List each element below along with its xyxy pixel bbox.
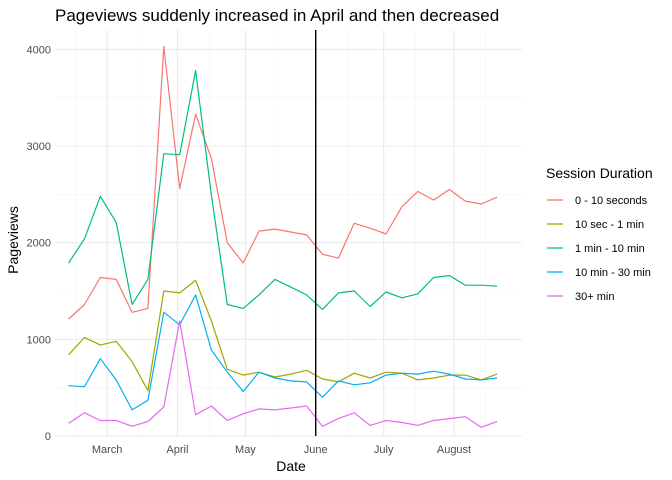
series-line-1: [68, 45, 498, 320]
series-lines: [68, 45, 498, 428]
series-line-5: [68, 320, 498, 428]
x-axis-ticks: March April May June July August: [92, 444, 471, 456]
x-tick-label: March: [92, 444, 123, 456]
y-tick-label: 4000: [27, 44, 51, 56]
y-tick-label: 3000: [27, 141, 51, 153]
legend-item: 30+ min: [547, 291, 614, 303]
x-tick-label: April: [166, 444, 188, 456]
legend-item: 0 - 10 seconds: [547, 195, 648, 207]
legend-items: 0 - 10 seconds 10 sec - 1 min 1 min - 10 m…: [547, 195, 651, 303]
legend-item: 10 sec - 1 min: [547, 219, 644, 231]
x-axis-title: Date: [276, 458, 306, 474]
grid-major: [55, 30, 522, 437]
y-tick-label: 2000: [27, 238, 51, 250]
legend-label: 10 min - 30 min: [575, 267, 651, 279]
x-tick-label: August: [437, 444, 471, 456]
legend-label: 0 - 10 seconds: [575, 195, 648, 207]
legend-title: Session Duration: [546, 165, 653, 181]
series-line-4: [68, 294, 498, 411]
legend-label: 10 sec - 1 min: [575, 219, 644, 231]
legend-label: 30+ min: [575, 291, 614, 303]
chart-title: Pageviews suddenly increased in April an…: [55, 6, 499, 25]
legend-item: 10 min - 30 min: [547, 267, 651, 279]
y-tick-label: 1000: [27, 334, 51, 346]
x-tick-label: July: [374, 444, 394, 456]
x-tick-label: June: [304, 444, 328, 456]
y-axis-title: Pageviews: [5, 206, 21, 274]
legend: Session Duration 0 - 10 seconds 10 sec - …: [546, 165, 653, 303]
y-tick-label: 0: [45, 431, 51, 443]
legend-label: 1 min - 10 min: [575, 243, 645, 255]
legend-item: 1 min - 10 min: [547, 243, 645, 255]
y-axis-ticks: 0 1000 2000 3000 4000: [27, 44, 51, 443]
x-tick-label: May: [235, 444, 256, 456]
series-line-3: [68, 70, 498, 310]
grid-minor: [55, 30, 522, 436]
series-line-2: [68, 279, 498, 392]
